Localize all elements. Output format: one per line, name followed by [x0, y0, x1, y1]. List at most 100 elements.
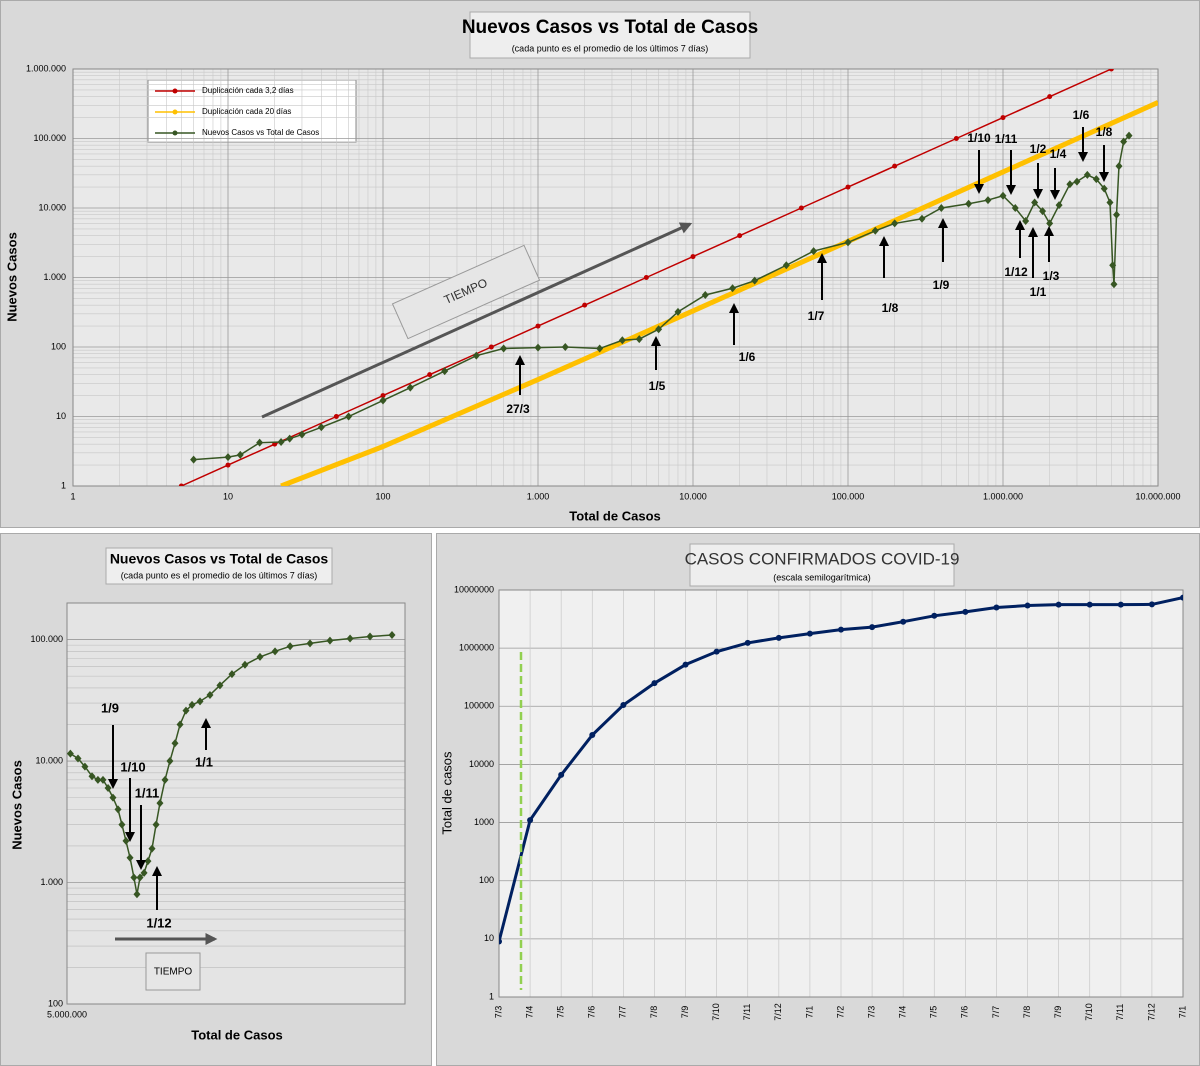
data-point — [892, 163, 898, 169]
x-tick-label: 7/8 — [1022, 1006, 1032, 1019]
data-point — [333, 414, 339, 419]
y-tick-label: 10.000 — [35, 755, 63, 765]
y-tick-label: 1000 — [474, 817, 494, 827]
legend-label: Duplicación cada 20 días — [202, 107, 291, 116]
y-tick-label: 100 — [479, 875, 494, 885]
annotation: 1/1 — [1030, 285, 1047, 299]
series-group — [499, 594, 1183, 945]
data-point — [380, 393, 386, 399]
y-tick-label: 10 — [484, 933, 494, 943]
y-tick-label: 10000000 — [454, 584, 494, 594]
data-point — [406, 383, 414, 392]
data-point — [1125, 131, 1133, 140]
data-point — [798, 205, 804, 211]
data-point — [256, 652, 264, 661]
y-tick-label: 1 — [489, 991, 494, 1001]
annotation: 1/4 — [1050, 147, 1067, 161]
x-tick-label: 100 — [375, 491, 390, 501]
data-point — [737, 233, 743, 239]
data-point — [1039, 207, 1047, 216]
annotation: 1/6 — [739, 350, 756, 364]
data-point — [561, 343, 569, 351]
annotation: 1/11 — [135, 785, 160, 800]
x-tick-label: 10.000 — [679, 491, 707, 501]
data-point — [1031, 198, 1039, 207]
x-tick-label: 7/7 — [618, 1006, 628, 1019]
data-point — [130, 873, 138, 882]
data-point — [166, 757, 174, 766]
y-tick-label: 100.000 — [30, 634, 63, 644]
annotation: 1/3 — [1043, 269, 1060, 283]
data-point — [751, 276, 759, 285]
data-point — [271, 647, 279, 656]
data-point — [674, 307, 682, 316]
data-point — [729, 284, 737, 293]
data-point — [891, 219, 899, 228]
x-tick-label: 7/5 — [929, 1006, 939, 1019]
y-tick-label: 1.000 — [40, 877, 63, 887]
x-tick-label: 7/9 — [680, 1006, 690, 1019]
x-tick-label: 7/8 — [649, 1006, 659, 1019]
data-point — [156, 799, 164, 808]
y-tick-label: 10.000 — [38, 202, 66, 212]
data-point — [643, 275, 649, 280]
annotation: 1/2 — [1030, 142, 1047, 156]
data-point — [225, 462, 231, 468]
data-point — [1092, 175, 1100, 184]
data-point — [224, 453, 232, 462]
data-point — [984, 196, 992, 205]
data-point — [1055, 201, 1063, 210]
title-box — [469, 11, 751, 59]
data-point — [441, 367, 449, 376]
title-box — [105, 547, 333, 585]
data-point — [81, 762, 89, 771]
y-axis-label: Nuevos Casos — [4, 232, 19, 322]
data-point — [136, 873, 144, 882]
annotation: 1/8 — [882, 301, 899, 315]
data-point — [993, 604, 1000, 611]
x-tick-label: 7/10 — [711, 1003, 721, 1021]
y-tick-label: 100000 — [464, 701, 494, 711]
data-point — [188, 700, 196, 709]
data-point — [427, 372, 433, 378]
y-tick-label: 1.000.000 — [26, 63, 66, 73]
data-point — [1108, 69, 1114, 72]
data-point — [1011, 204, 1019, 212]
data-point — [900, 618, 907, 625]
x-tick-label: 7/6 — [960, 1006, 970, 1019]
data-point — [1022, 217, 1030, 226]
data-point — [534, 343, 542, 352]
data-point — [1100, 184, 1108, 193]
data-point — [277, 437, 285, 446]
data-point — [366, 632, 374, 641]
data-point — [838, 626, 844, 633]
y-axis-label: Nuevos Casos — [9, 760, 24, 850]
x-tick-label: 7/4 — [898, 1006, 908, 1019]
annotation: 1/5 — [649, 379, 666, 393]
data-point — [178, 483, 184, 486]
data-point — [1055, 601, 1062, 608]
data-point — [67, 749, 74, 758]
annotation: TIEMPO — [154, 967, 193, 978]
data-point — [190, 455, 198, 464]
data-point — [1117, 601, 1124, 608]
x-tick-label: 10 — [223, 491, 233, 501]
series-group — [67, 631, 396, 899]
chart-subtitle: (escala semilogarítmica) — [773, 572, 871, 582]
x-tick-label: 7/12 — [773, 1003, 783, 1021]
annotation: 1/8 — [1096, 125, 1113, 139]
data-point — [298, 430, 306, 439]
data-point — [196, 697, 204, 706]
annotation: 1/6 — [1073, 108, 1090, 122]
chart-subtitle: (cada punto es el promedio de los último… — [121, 570, 318, 580]
x-tick-label: 100.000 — [832, 491, 865, 501]
x-tick-label: 1 — [70, 491, 75, 501]
data-point — [596, 344, 604, 353]
data-point — [256, 438, 264, 447]
x-tick-label: 7/11 — [1115, 1004, 1125, 1021]
y-tick-label: 10000 — [469, 759, 494, 769]
data-point — [228, 670, 236, 679]
x-tick-label: 7/3 — [866, 1006, 876, 1019]
data-point — [1113, 210, 1121, 219]
